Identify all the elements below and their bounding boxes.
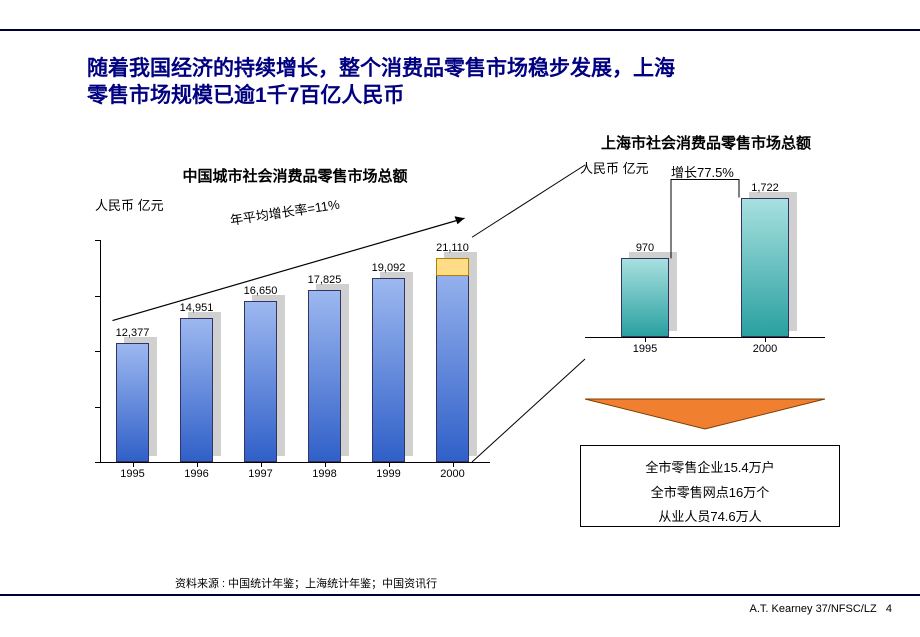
right-chart-svg: [565, 175, 845, 355]
x-category: 1999: [366, 468, 411, 480]
info-line-1: 全市零售企业15.4万户: [581, 456, 839, 481]
page-title: 随着我国经济的持续增长，整个消费品零售市场稳步发展，上海 零售市场规模已逾1千7…: [87, 55, 857, 110]
rule-bottom: [0, 594, 920, 596]
x-tick: [453, 462, 454, 467]
bar-value: 17,825: [302, 274, 347, 286]
x-tick: [261, 462, 262, 467]
x-axis: [100, 462, 490, 463]
y-tick: [95, 351, 100, 352]
bar-value: 21,110: [430, 242, 475, 254]
info-line-2: 全市零售网点16万个: [581, 481, 839, 506]
bar: [308, 290, 341, 462]
x-category: 1998: [302, 468, 347, 480]
info-box: 全市零售企业15.4万户 全市零售网点16万个 从业人员74.6万人: [580, 445, 840, 527]
x-tick: [197, 462, 198, 467]
x-category: 1996: [174, 468, 219, 480]
y-tick: [95, 407, 100, 408]
info-line-3: 从业人员74.6万人: [581, 505, 839, 530]
bar: [180, 318, 213, 462]
left-chart-title: 中国城市社会消费品零售市场总额: [150, 165, 440, 186]
right-chart: 97019951,7222000增长77.5%: [565, 175, 845, 355]
bar: [372, 278, 405, 462]
x-tick: [133, 462, 134, 467]
bar: [436, 258, 469, 462]
bar-value: 16,650: [238, 285, 283, 297]
right-chart-title: 上海市社会消费品零售市场总额: [566, 132, 846, 153]
y-tick: [95, 296, 100, 297]
title-line-2: 零售市场规模已逾1千7百亿人民币: [87, 84, 404, 107]
bar: [116, 343, 149, 462]
bar-value: 12,377: [110, 327, 155, 339]
left-chart: 12,377 1995 14,951 1996 16,650 1997 17,825 1998…: [90, 240, 500, 480]
y-tick: [95, 462, 100, 463]
bar-value: 19,092: [366, 262, 411, 274]
x-category: 1997: [238, 468, 283, 480]
footer: A.T. Kearney 37/NFSC/LZ 4: [750, 603, 892, 615]
x-category: 1995: [110, 468, 155, 480]
growth-rate-label: 年平均增长率=11%: [229, 194, 341, 229]
bar-highlight-cap: [436, 258, 469, 276]
x-category: 2000: [430, 468, 475, 480]
x-tick: [325, 462, 326, 467]
rule-top: [0, 29, 920, 31]
x-tick: [389, 462, 390, 467]
bar: [244, 301, 277, 462]
footer-brand: A.T. Kearney 37/NFSC/LZ: [750, 603, 877, 615]
left-chart-unit: 人民币 亿元: [95, 195, 164, 214]
title-line-1: 随着我国经济的持续增长，整个消费品零售市场稳步发展，上海: [87, 57, 675, 80]
footer-page: 4: [886, 603, 892, 615]
growth-label: 增长77.5%: [671, 162, 734, 181]
source-text: 资料来源 : 中国统计年鉴；上海统计年鉴；中国资讯行: [175, 575, 437, 591]
y-tick: [95, 240, 100, 241]
down-arrow-icon: [565, 395, 845, 435]
y-axis: [100, 240, 101, 462]
bar-value: 14,951: [174, 302, 219, 314]
